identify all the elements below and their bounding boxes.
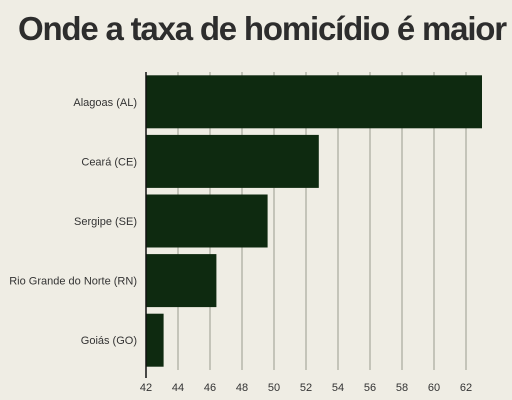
- category-label: Alagoas (AL): [73, 97, 137, 109]
- x-tick-label: 52: [300, 382, 312, 394]
- x-tick-label: 62: [460, 382, 472, 394]
- category-label: Goiás (GO): [81, 335, 137, 347]
- category-label: Ceará (CE): [81, 156, 137, 168]
- x-tick-label: 50: [268, 382, 280, 394]
- chart-title: Onde a taxa de homicídio é maior: [18, 10, 507, 47]
- x-tick-label: 54: [332, 382, 344, 394]
- category-labels: Alagoas (AL) Ceará (CE) Sergipe (SE) Rio Gr…: [9, 97, 137, 347]
- x-tick-label: 46: [204, 382, 216, 394]
- tick-labels: 42 44 46 48 50 52 54 56 58 60 62: [140, 382, 472, 394]
- x-tick-label: 56: [364, 382, 376, 394]
- x-tick-label: 44: [172, 382, 184, 394]
- bars: [146, 75, 482, 367]
- bar: [146, 194, 268, 248]
- x-tick-label: 48: [236, 382, 248, 394]
- x-tick-label: 58: [396, 382, 408, 394]
- x-tick-label: 42: [140, 382, 152, 394]
- bar: [146, 313, 164, 367]
- bar: [146, 75, 482, 129]
- x-tick-label: 60: [428, 382, 440, 394]
- bar: [146, 254, 217, 308]
- category-label: Sergipe (SE): [74, 216, 137, 228]
- bar: [146, 134, 319, 188]
- category-label: Rio Grande do Norte (RN): [9, 276, 137, 288]
